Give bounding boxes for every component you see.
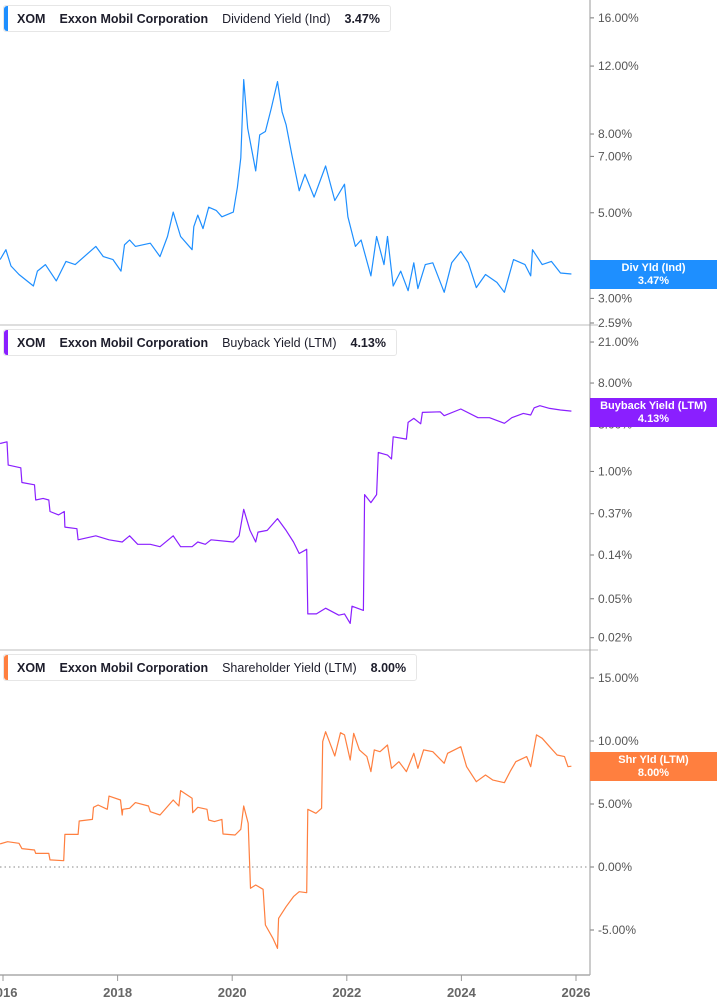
last-value-flag-shareholder: Shr Yld (LTM) 8.00% xyxy=(590,752,717,781)
series-color-marker xyxy=(4,330,8,355)
x-tick-label: 2016 xyxy=(0,985,17,1000)
metric-name: Shareholder Yield (LTM) xyxy=(222,660,357,675)
ticker: XOM xyxy=(17,11,46,26)
x-tick-label: 2026 xyxy=(562,985,591,1000)
panel-header-shareholder: XOM Exxon Mobil Corporation Shareholder … xyxy=(3,654,418,681)
metric-value: 3.47% xyxy=(344,11,380,26)
flag-value: 3.47% xyxy=(637,275,670,287)
y-tick-label: 12.00% xyxy=(598,59,639,73)
series-color-marker xyxy=(4,655,8,680)
x-tick-label: 2022 xyxy=(332,985,361,1000)
flag-value: 8.00% xyxy=(637,767,670,779)
series-line-shareholder-yield xyxy=(0,731,572,949)
y-tick-label: 8.00% xyxy=(598,376,632,390)
company-name: Exxon Mobil Corporation xyxy=(59,660,209,675)
y-tick-label: -5.00% xyxy=(598,923,636,937)
x-tick-label: 2018 xyxy=(103,985,132,1000)
y-tick-label: 10.00% xyxy=(598,734,639,748)
y-tick-label: 0.05% xyxy=(598,592,632,606)
metric-value: 8.00% xyxy=(370,660,407,675)
flag-value: 4.13% xyxy=(637,413,670,425)
y-tick-label: 5.00% xyxy=(598,797,632,811)
ticker: XOM xyxy=(17,335,46,350)
y-tick-label: 0.02% xyxy=(598,631,632,645)
last-value-flag-buyback: Buyback Yield (LTM) 4.13% xyxy=(590,398,717,427)
last-value-flag-dividend: Div Yld (Ind) 3.47% xyxy=(590,260,717,289)
flag-label: Div Yld (Ind) xyxy=(621,262,686,274)
y-tick-label: 0.37% xyxy=(598,507,632,521)
x-tick-label: 2024 xyxy=(447,985,477,1000)
y-tick-label: 8.00% xyxy=(598,127,632,141)
series-line-dividend-yield xyxy=(0,79,572,293)
y-tick-label: 7.00% xyxy=(598,149,632,163)
panel-header-buyback: XOM Exxon Mobil Corporation Buyback Yiel… xyxy=(3,329,397,356)
series-color-marker xyxy=(4,6,8,31)
metric-name: Dividend Yield (Ind) xyxy=(222,11,331,26)
metric-name: Buyback Yield (LTM) xyxy=(222,335,337,350)
x-tick-label: 2020 xyxy=(218,985,247,1000)
ticker: XOM xyxy=(17,660,46,675)
series-line-buyback-yield xyxy=(0,405,572,624)
company-name: Exxon Mobil Corporation xyxy=(59,335,209,350)
metric-value: 4.13% xyxy=(350,335,386,350)
y-tick-label: 15.00% xyxy=(598,671,639,685)
y-tick-label: 16.00% xyxy=(598,11,639,25)
y-tick-label: 5.00% xyxy=(598,206,632,220)
y-tick-label: 2.59% xyxy=(598,316,632,330)
flag-label: Shr Yld (LTM) xyxy=(618,754,689,766)
company-name: Exxon Mobil Corporation xyxy=(59,11,209,26)
y-tick-label: 0.00% xyxy=(598,860,632,874)
flag-label: Buyback Yield (LTM) xyxy=(600,400,707,412)
y-tick-label: 3.00% xyxy=(598,291,632,305)
y-tick-label: 0.14% xyxy=(598,548,632,562)
y-tick-label: 1.00% xyxy=(598,464,632,478)
panel-header-dividend: XOM Exxon Mobil Corporation Dividend Yie… xyxy=(3,5,391,32)
y-tick-label: 21.00% xyxy=(598,335,639,349)
